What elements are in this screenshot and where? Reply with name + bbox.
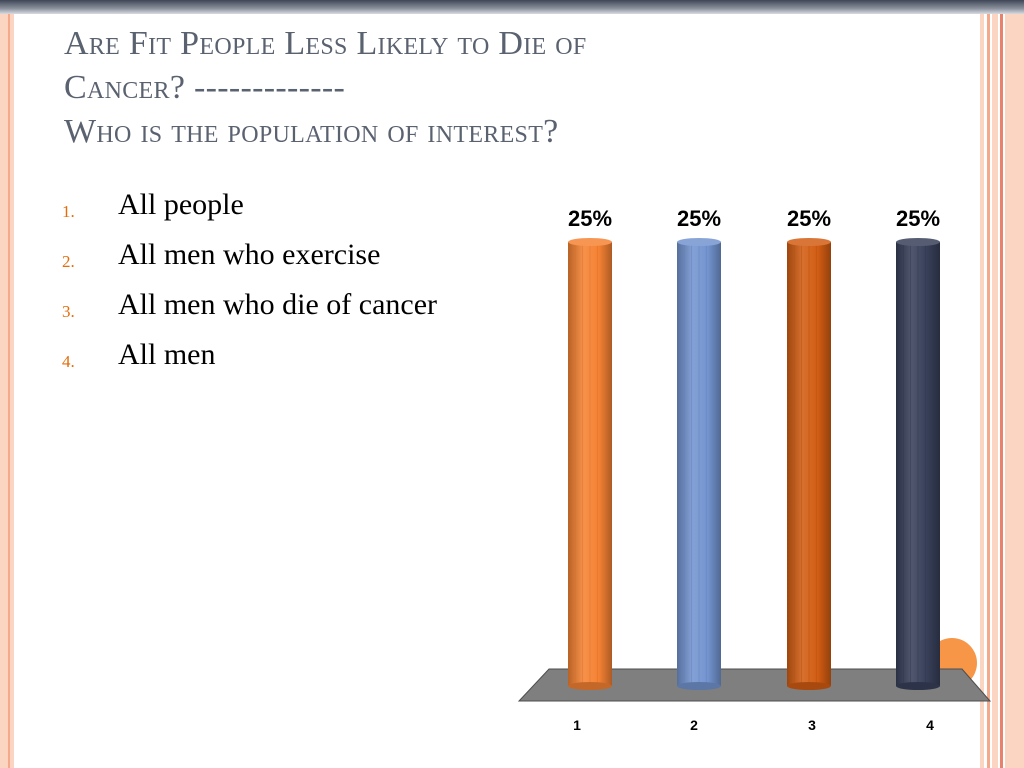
chart-labels: 25% 1 25% 2 25% 3 25% 4 [568,206,940,733]
answer-option: 4. All men [62,336,532,386]
option-text: All people [118,188,244,221]
right-decorative-stripes [980,14,1024,768]
option-number: 1. [62,202,75,221]
category-label: 2 [690,717,698,733]
answer-option: 1. All people [62,186,532,236]
top-bar [0,0,1024,14]
title-line: Are Fit People Less Likely to Die of [64,25,587,62]
data-label: 25% [677,206,721,231]
chart-bars [568,238,940,690]
option-number: 4. [62,352,75,371]
slide-title: Are Fit People Less Likely to Die of Can… [64,22,924,154]
answer-option: 2. All men who exercise [62,236,532,286]
category-label: 4 [926,717,934,733]
data-label: 25% [787,206,831,231]
option-text: All men [118,338,216,371]
data-label: 25% [568,206,612,231]
option-text: All men who exercise [118,238,381,271]
title-line: Who is the population of interest? [64,113,559,150]
option-number: 3. [62,302,75,321]
bar-2 [677,238,721,690]
left-decorative-stripe [0,14,14,768]
bar-4 [896,238,940,690]
answer-option: 3. All men who die of cancer [62,286,532,336]
category-label: 1 [573,717,581,733]
answer-options-list: 1. All people 2. All men who exercise 3.… [62,186,532,386]
option-text: All men who die of cancer [118,288,438,321]
bar-1 [568,238,612,690]
category-label: 3 [808,717,816,733]
option-number: 2. [62,252,75,271]
data-label: 25% [896,206,940,231]
title-line: Cancer? ------------- [64,69,346,106]
bar-3 [787,238,831,690]
